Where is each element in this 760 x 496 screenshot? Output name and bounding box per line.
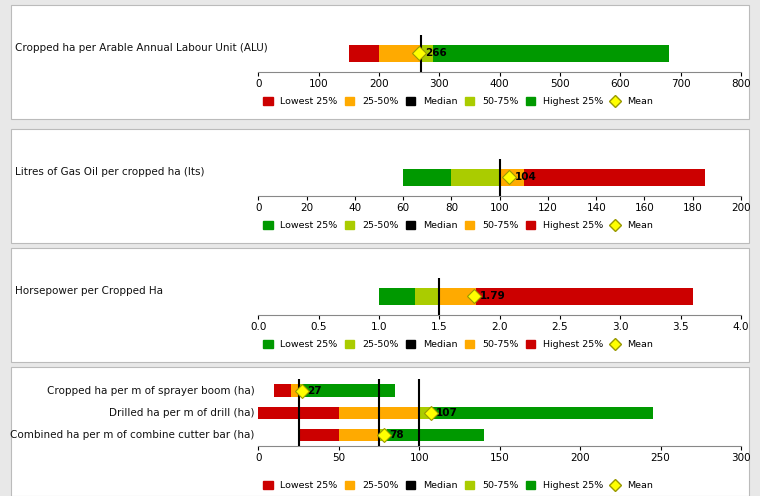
Bar [290,384,299,397]
Bar [339,429,379,441]
Text: 104: 104 [515,172,537,183]
Bar [339,407,420,419]
Text: Horsepower per Cropped Ha: Horsepower per Cropped Ha [15,286,163,296]
Text: Cropped ha per Arable Annual Labour Unit (ALU): Cropped ha per Arable Annual Labour Unit… [15,43,268,53]
Legend: Lowest 25%, 25-50%, Median, 50-75%, Highest 25%, Mean: Lowest 25%, 25-50%, Median, 50-75%, High… [263,481,654,491]
Bar [433,45,669,62]
Bar [415,288,439,305]
Text: 266: 266 [425,48,446,59]
Bar [451,169,499,186]
Text: Cropped ha per m of sprayer boom (ha): Cropped ha per m of sprayer boom (ha) [47,385,255,396]
Legend: Lowest 25%, 25-50%, Median, 50-75%, Highest 25%, Mean: Lowest 25%, 25-50%, Median, 50-75%, High… [263,340,654,349]
Text: Litres of Gas Oil per cropped ha (lts): Litres of Gas Oil per cropped ha (lts) [15,167,204,177]
Text: 107: 107 [436,408,458,418]
Text: Combined ha per m of combine cutter bar (ha): Combined ha per m of combine cutter bar … [10,430,255,440]
Bar [299,429,339,441]
Text: 27: 27 [308,385,322,396]
Bar [299,384,302,397]
Bar [379,288,415,305]
Legend: Lowest 25%, 25-50%, Median, 50-75%, Highest 25%, Mean: Lowest 25%, 25-50%, Median, 50-75%, High… [263,97,654,106]
Text: Drilled ha per m of drill (ha): Drilled ha per m of drill (ha) [109,408,255,418]
Bar [499,169,524,186]
Text: 1.79: 1.79 [480,291,506,302]
Bar [387,429,483,441]
Bar [302,384,395,397]
Bar [524,169,705,186]
Bar [403,169,451,186]
Bar [274,384,290,397]
Bar [420,407,430,419]
Text: 78: 78 [390,430,404,440]
Bar [379,45,421,62]
Bar [349,45,379,62]
Bar [258,407,339,419]
Bar [379,429,387,441]
Bar [439,288,476,305]
Legend: Lowest 25%, 25-50%, Median, 50-75%, Highest 25%, Mean: Lowest 25%, 25-50%, Median, 50-75%, High… [263,221,654,230]
Bar [476,288,692,305]
Bar [430,407,653,419]
Bar [421,45,433,62]
